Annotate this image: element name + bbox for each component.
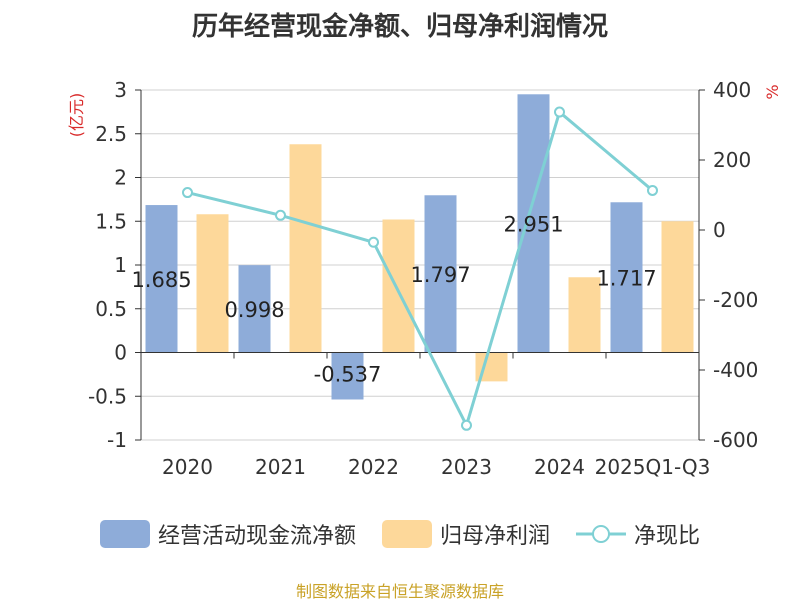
y-tick-label: 0 [114,341,127,365]
line-ratio [187,109,654,430]
legend: 经营活动现金流净额 归母净利润 净现比 [0,518,800,550]
legend-line-icon [576,525,626,543]
x-tick-label: 2024 [534,455,585,479]
bar-cashflow [610,202,643,353]
data-label-cashflow: 1.797 [410,263,470,287]
y-tick-label: 3 [114,78,127,102]
y-tick-label: -0.5 [88,384,127,408]
legend-item-profit[interactable]: 归母净利润 [381,518,550,550]
y-axis-unit: (亿元) [67,93,86,138]
y2-tick-label: -400 [713,358,758,382]
y2-tick-label: 400 [713,78,751,102]
line-point-ratio [182,187,193,199]
y2-tick-label: -200 [713,288,758,312]
line-point-ratio [368,236,379,248]
y-tick-label: 0.5 [95,297,127,321]
chart-title: 历年经营现金净额、归母净利润情况 [191,12,608,42]
bar-cashflow [145,205,178,353]
bar-profit [382,219,415,353]
y-tick-label: 2 [114,166,127,190]
bar-profit [568,277,601,353]
y2-tick-label: 200 [713,148,751,172]
bar-profit [289,144,322,353]
x-tick-label: 2023 [441,455,492,479]
bar-cashflow [424,195,457,353]
bar-cashflow [517,94,550,353]
x-tick-label: 2020 [162,455,213,479]
legend-item-cashflow[interactable]: 经营活动现金流净额 [99,518,356,550]
data-label-cashflow: 1.717 [596,266,656,290]
line-point-ratio [647,184,658,196]
x-tick-label: 2025Q1-Q3 [595,455,711,479]
legend-label-ratio: 净现比 [634,524,701,549]
y2-tick-label: 0 [713,218,726,242]
line-point-ratio [461,419,472,431]
data-label-cashflow: 2.951 [503,212,563,236]
data-label-cashflow: 0.998 [224,298,284,322]
y2-axis-unit: % [763,84,782,99]
legend-label-profit: 归母净利润 [439,524,550,549]
y-tick-label: -1 [107,428,127,452]
bar-profit [196,214,229,353]
legend-swatch-profit [381,520,432,548]
y-tick-label: 1 [114,253,127,277]
bar-cashflow [238,265,271,353]
line-point-ratio [275,209,286,221]
x-tick-label: 2021 [255,455,306,479]
source-note: 制图数据来自恒生聚源数据库 [295,582,504,601]
bar-profit [661,221,694,353]
line-point-ratio [554,106,565,118]
legend-label-cashflow: 经营活动现金流净额 [157,524,356,549]
data-label-cashflow: 1.685 [131,268,191,292]
legend-item-ratio[interactable]: 净现比 [576,518,700,550]
legend-swatch-cashflow [99,520,150,548]
y-tick-label: 1.5 [95,209,127,233]
y2-tick-label: -600 [713,428,758,452]
bar-cashflow [331,352,364,400]
y-tick-label: 2.5 [95,122,127,146]
data-label-cashflow: -0.537 [314,362,382,386]
x-tick-label: 2022 [348,455,399,479]
